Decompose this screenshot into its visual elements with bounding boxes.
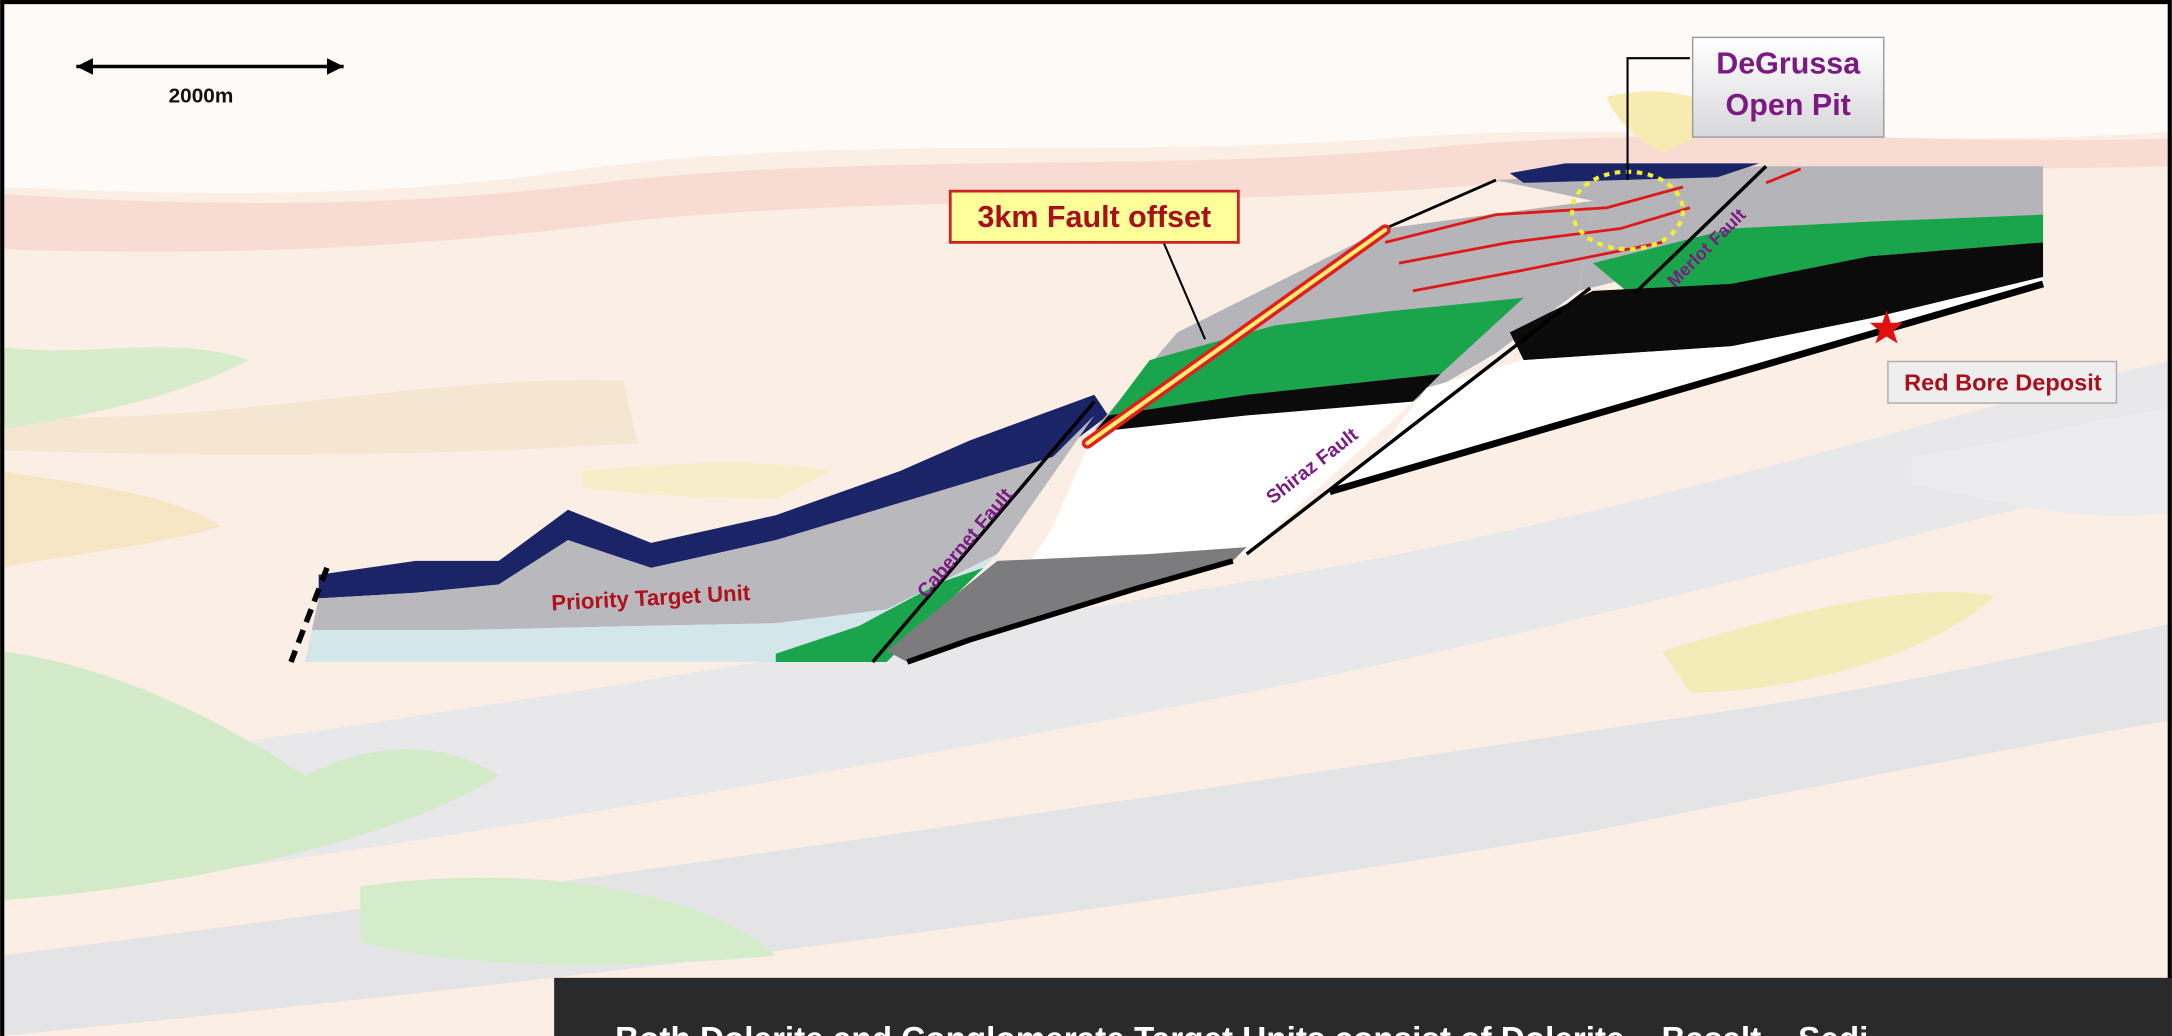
navy-unit [1509, 163, 1760, 183]
yellow-patch [581, 462, 832, 499]
offset-box [948, 189, 1240, 244]
blue-unit [304, 554, 998, 663]
deposit-star [1869, 310, 1904, 344]
fault-edge [1384, 178, 1497, 230]
red-vein [1384, 167, 1802, 293]
red-bore-label: Red Bore Deposit [1904, 370, 2102, 396]
gray-unit [311, 415, 1095, 631]
offset-label: 3km Fault offset [977, 200, 1211, 234]
green-unit [1108, 297, 1524, 416]
scale-label: 2000m [169, 84, 234, 107]
red-bore-box [1887, 360, 2118, 404]
green-patch [360, 877, 776, 965]
tan-band [0, 380, 638, 455]
leader-line [1162, 241, 1207, 340]
green-patch [0, 650, 499, 901]
fault-edge [288, 566, 330, 664]
yellow-patch [0, 470, 222, 568]
degrussa-box [1691, 36, 1885, 138]
cabernet-fault-line [871, 400, 1096, 664]
black-unit [1509, 242, 2044, 361]
shiraz-fault-line [1245, 286, 1592, 556]
caption: Both Dolerite and Conglomerate Target Un… [615, 1021, 1868, 1036]
black-unit [1094, 373, 1441, 433]
navy-unit [318, 394, 1109, 599]
green-patch [0, 346, 250, 430]
gray-patch [1911, 408, 2172, 517]
white-zone [0, 0, 2172, 194]
dark-gray-unit [886, 547, 1247, 663]
leader-line [1626, 57, 1690, 181]
merlot-fault-line [1633, 164, 1768, 295]
degrussa-label: DeGrussa [1716, 46, 1861, 80]
caption-box [554, 977, 2172, 1036]
base-line [906, 558, 1234, 665]
offset-bar-core [1085, 227, 1388, 446]
base-line [1328, 280, 2045, 496]
degrussa-label: Open Pit [1726, 88, 1851, 122]
green-unit [1592, 214, 2044, 298]
yellow-patch [1662, 591, 1995, 693]
gray-band [0, 360, 2172, 901]
